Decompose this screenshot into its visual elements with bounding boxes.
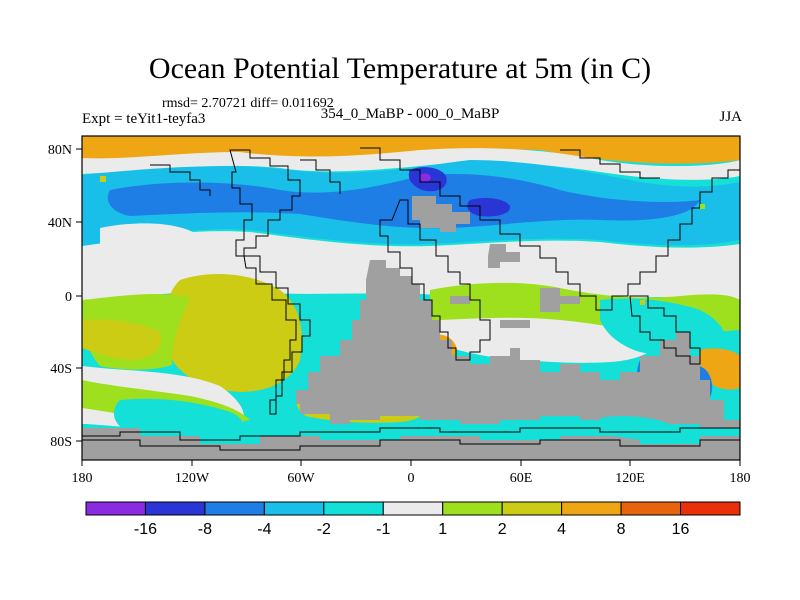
region-west-warm xyxy=(163,274,302,392)
x-tick-label: 180 xyxy=(730,471,751,486)
x-tick-label: 180 xyxy=(72,471,93,486)
colorbar-label: -1 xyxy=(376,521,390,538)
y-tick-label: 40N xyxy=(48,216,72,231)
colorbar-swatch xyxy=(144,501,206,516)
x-tick-label: 60W xyxy=(287,471,315,486)
axis-ticks xyxy=(76,148,741,466)
colorbar-swatch xyxy=(382,501,444,516)
colorbar-label: -4 xyxy=(257,521,271,538)
y-tick-label: 40S xyxy=(50,362,72,377)
colorbar-label: 1 xyxy=(438,521,447,538)
y-tick-label: 80S xyxy=(50,435,72,450)
time-slice-label: 354_0_MaBP - 000_0_MaBP xyxy=(320,106,500,122)
y-tick-label: 80N xyxy=(48,143,72,158)
land-north-a xyxy=(412,196,470,232)
land-antarctic xyxy=(82,428,740,460)
colorbar-swatch xyxy=(204,501,265,516)
region-west-warm-2 xyxy=(82,319,161,360)
x-tick-label: 120W xyxy=(175,471,210,486)
plot-title: Ocean Potential Temperature at 5m (in C) xyxy=(148,52,652,85)
colorbar-swatch xyxy=(263,501,325,516)
colorbar-swatch xyxy=(501,501,563,516)
land-east-strip-c xyxy=(450,296,470,304)
colorbar-swatch xyxy=(680,501,741,516)
map-field xyxy=(82,136,740,460)
land-mask xyxy=(82,196,740,460)
colorbar-label: -2 xyxy=(317,521,331,538)
land-east-strip-b xyxy=(500,320,530,328)
region-arctic-warm xyxy=(82,136,740,164)
region-north-cool-inner xyxy=(107,173,700,229)
colorbar-label: -16 xyxy=(134,521,157,538)
y-tick-label: 0 xyxy=(65,290,72,305)
stats-label: rmsd= 2.70721 diff= 0.011692 xyxy=(162,96,334,111)
colorbar-swatch xyxy=(323,501,384,516)
region-southwest-cyan xyxy=(113,398,243,440)
region-south-cyan-b xyxy=(600,416,674,440)
land-main xyxy=(296,260,740,428)
season-label: JJA xyxy=(719,109,742,125)
colorbar-swatch xyxy=(620,501,682,516)
region-west-warm-green xyxy=(100,223,205,262)
colorbar-label: -8 xyxy=(198,521,212,538)
region-north-strong-b xyxy=(467,198,511,217)
region-arctic-neutral xyxy=(82,148,740,180)
colorbar-label: 8 xyxy=(617,521,626,538)
speckle xyxy=(100,176,106,182)
colorbar-label: 2 xyxy=(498,521,507,538)
colorbar-swatch xyxy=(442,501,503,516)
x-tick-label: 120E xyxy=(615,471,645,486)
x-tick-label: 0 xyxy=(408,471,415,486)
coastlines xyxy=(82,147,740,451)
colorbar-label: 16 xyxy=(672,521,690,538)
x-tick-label: 60E xyxy=(510,471,533,486)
land-east-strip-a xyxy=(540,288,580,312)
colorbar-swatch xyxy=(561,501,622,516)
colorbar-swatch xyxy=(85,501,146,516)
colorbar: -16 -8 -4 -2 -1 1 2 4 8 16 xyxy=(85,501,741,538)
experiment-label: Expt = teYit1-teyfa3 xyxy=(82,111,206,127)
colorbar-label: 4 xyxy=(557,521,566,538)
land-north-b xyxy=(488,244,520,268)
region-east-neutral xyxy=(440,317,660,363)
region-north-strong-c xyxy=(420,173,431,182)
speckle xyxy=(640,300,645,305)
speckle xyxy=(700,204,705,209)
